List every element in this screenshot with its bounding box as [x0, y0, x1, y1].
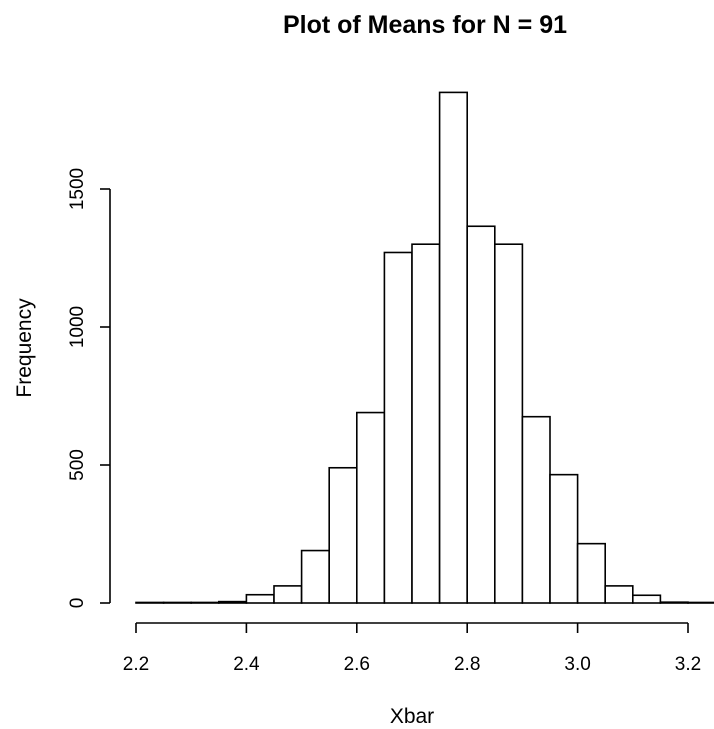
y-tick-label: 0 — [67, 598, 88, 609]
histogram-bar — [245, 593, 275, 604]
y-axis-label: Frequency — [13, 298, 36, 398]
histogram-bar — [190, 601, 220, 604]
x-tick-label: 2.4 — [233, 654, 260, 675]
x-tick-label: 2.8 — [454, 654, 480, 675]
histogram-bar — [411, 243, 441, 604]
histogram-bar — [576, 542, 606, 604]
x-tick-label: 3.0 — [564, 654, 590, 675]
y-tick-label: 500 — [67, 449, 88, 481]
histogram-bar — [493, 243, 524, 604]
histogram-bar — [328, 466, 358, 604]
histogram-bar — [218, 600, 248, 604]
histogram-bar — [300, 549, 331, 604]
histogram-bar — [521, 415, 551, 604]
x-axis: 2.2 2.4 2.6 2.8 3.0 3.2 — [123, 622, 701, 675]
histogram-bar — [383, 251, 413, 604]
x-tick-label: 2.2 — [123, 654, 149, 675]
y-tick-label: 1000 — [67, 306, 88, 348]
y-tick-label: 1500 — [67, 168, 88, 210]
histogram-bar — [687, 601, 714, 604]
y-axis: 0 500 1000 1500 — [67, 168, 111, 609]
chart-title: Plot of Means for N = 91 — [283, 11, 567, 39]
histogram-bar — [273, 585, 303, 604]
x-tick-label: 3.2 — [675, 654, 701, 675]
histogram-bar — [631, 594, 662, 604]
histogram-bar — [466, 225, 496, 604]
histogram-bar — [604, 585, 634, 604]
histogram-bar — [659, 601, 689, 604]
histogram-bar — [162, 601, 193, 604]
x-tick-label: 2.6 — [344, 654, 370, 675]
histogram-bar — [355, 411, 386, 604]
histogram-bar — [549, 473, 579, 604]
x-axis-label: Xbar — [390, 705, 434, 728]
histogram-bar — [438, 91, 469, 604]
bars — [135, 91, 714, 604]
histogram-bar — [135, 601, 165, 604]
